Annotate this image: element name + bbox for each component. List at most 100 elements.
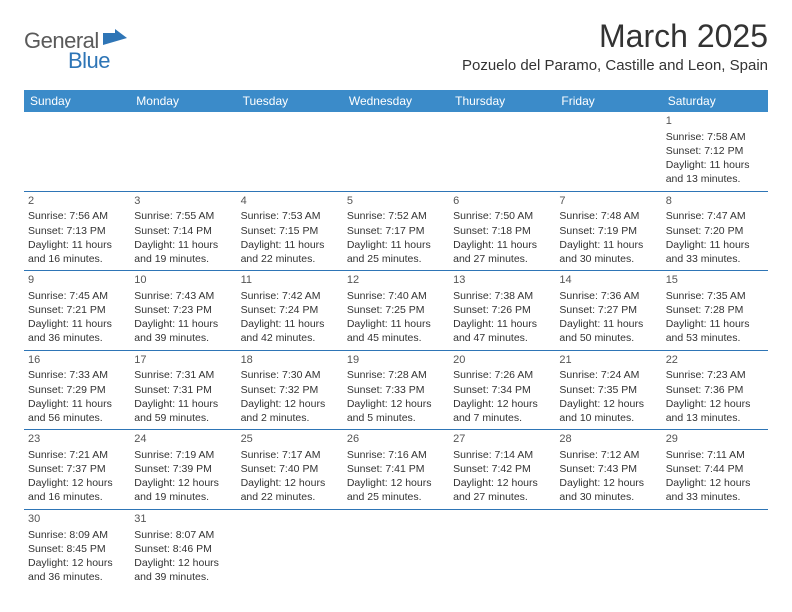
day-cell: 7Sunrise: 7:48 AMSunset: 7:19 PMDaylight… [555, 191, 661, 271]
sunset-line: Sunset: 7:19 PM [559, 224, 657, 238]
sunset-line: Sunset: 7:26 PM [453, 303, 551, 317]
sunset-line: Sunset: 7:29 PM [28, 383, 126, 397]
empty-cell [449, 112, 555, 191]
day-number: 17 [134, 353, 232, 368]
empty-cell [449, 509, 555, 588]
sunset-line: Sunset: 7:33 PM [347, 383, 445, 397]
daylight-line: Daylight: 11 hours and 42 minutes. [241, 317, 339, 345]
sunrise-line: Sunrise: 7:35 AM [666, 289, 764, 303]
day-number: 27 [453, 432, 551, 447]
day-number: 16 [28, 353, 126, 368]
sunrise-line: Sunrise: 7:31 AM [134, 368, 232, 382]
day-cell: 15Sunrise: 7:35 AMSunset: 7:28 PMDayligh… [662, 271, 768, 351]
day-cell: 19Sunrise: 7:28 AMSunset: 7:33 PMDayligh… [343, 350, 449, 430]
empty-cell [555, 112, 661, 191]
sunrise-line: Sunrise: 7:53 AM [241, 209, 339, 223]
sunset-line: Sunset: 7:14 PM [134, 224, 232, 238]
daylight-line: Daylight: 12 hours and 30 minutes. [559, 476, 657, 504]
day-number: 2 [28, 194, 126, 209]
day-cell: 3Sunrise: 7:55 AMSunset: 7:14 PMDaylight… [130, 191, 236, 271]
day-cell: 17Sunrise: 7:31 AMSunset: 7:31 PMDayligh… [130, 350, 236, 430]
day-number: 19 [347, 353, 445, 368]
sunset-line: Sunset: 7:20 PM [666, 224, 764, 238]
daylight-line: Daylight: 11 hours and 36 minutes. [28, 317, 126, 345]
sunrise-line: Sunrise: 7:40 AM [347, 289, 445, 303]
daylight-line: Daylight: 11 hours and 27 minutes. [453, 238, 551, 266]
sunset-line: Sunset: 7:32 PM [241, 383, 339, 397]
daylight-line: Daylight: 12 hours and 7 minutes. [453, 397, 551, 425]
empty-cell [343, 509, 449, 588]
weekday-sunday: Sunday [24, 90, 130, 112]
day-cell: 8Sunrise: 7:47 AMSunset: 7:20 PMDaylight… [662, 191, 768, 271]
day-cell: 30Sunrise: 8:09 AMSunset: 8:45 PMDayligh… [24, 509, 130, 588]
day-cell: 6Sunrise: 7:50 AMSunset: 7:18 PMDaylight… [449, 191, 555, 271]
sunrise-line: Sunrise: 7:52 AM [347, 209, 445, 223]
sunset-line: Sunset: 7:40 PM [241, 462, 339, 476]
calendar-row: 1Sunrise: 7:58 AMSunset: 7:12 PMDaylight… [24, 112, 768, 191]
daylight-line: Daylight: 11 hours and 56 minutes. [28, 397, 126, 425]
sunset-line: Sunset: 7:31 PM [134, 383, 232, 397]
daylight-line: Daylight: 11 hours and 33 minutes. [666, 238, 764, 266]
sunset-line: Sunset: 7:28 PM [666, 303, 764, 317]
day-cell: 4Sunrise: 7:53 AMSunset: 7:15 PMDaylight… [237, 191, 343, 271]
day-number: 23 [28, 432, 126, 447]
day-number: 10 [134, 273, 232, 288]
day-number: 5 [347, 194, 445, 209]
daylight-line: Daylight: 12 hours and 25 minutes. [347, 476, 445, 504]
day-number: 31 [134, 512, 232, 527]
daylight-line: Daylight: 11 hours and 30 minutes. [559, 238, 657, 266]
sunset-line: Sunset: 8:45 PM [28, 542, 126, 556]
weekday-saturday: Saturday [662, 90, 768, 112]
day-cell: 23Sunrise: 7:21 AMSunset: 7:37 PMDayligh… [24, 430, 130, 510]
daylight-line: Daylight: 12 hours and 5 minutes. [347, 397, 445, 425]
day-number: 12 [347, 273, 445, 288]
daylight-line: Daylight: 12 hours and 13 minutes. [666, 397, 764, 425]
sunrise-line: Sunrise: 8:07 AM [134, 528, 232, 542]
sunset-line: Sunset: 7:18 PM [453, 224, 551, 238]
sunrise-line: Sunrise: 7:21 AM [28, 448, 126, 462]
day-cell: 2Sunrise: 7:56 AMSunset: 7:13 PMDaylight… [24, 191, 130, 271]
sunrise-line: Sunrise: 7:45 AM [28, 289, 126, 303]
logo-flag-icon [103, 29, 129, 50]
day-number: 21 [559, 353, 657, 368]
weekday-header-row: Sunday Monday Tuesday Wednesday Thursday… [24, 90, 768, 112]
day-cell: 10Sunrise: 7:43 AMSunset: 7:23 PMDayligh… [130, 271, 236, 351]
day-number: 9 [28, 273, 126, 288]
day-number: 7 [559, 194, 657, 209]
sunrise-line: Sunrise: 7:48 AM [559, 209, 657, 223]
sunset-line: Sunset: 7:35 PM [559, 383, 657, 397]
sunrise-line: Sunrise: 7:16 AM [347, 448, 445, 462]
sunset-line: Sunset: 7:12 PM [666, 144, 764, 158]
day-cell: 31Sunrise: 8:07 AMSunset: 8:46 PMDayligh… [130, 509, 236, 588]
sunset-line: Sunset: 7:21 PM [28, 303, 126, 317]
sunset-line: Sunset: 7:24 PM [241, 303, 339, 317]
sunrise-line: Sunrise: 7:56 AM [28, 209, 126, 223]
daylight-line: Daylight: 11 hours and 22 minutes. [241, 238, 339, 266]
sunrise-line: Sunrise: 7:55 AM [134, 209, 232, 223]
sunrise-line: Sunrise: 7:26 AM [453, 368, 551, 382]
day-cell: 20Sunrise: 7:26 AMSunset: 7:34 PMDayligh… [449, 350, 555, 430]
day-cell: 16Sunrise: 7:33 AMSunset: 7:29 PMDayligh… [24, 350, 130, 430]
day-number: 14 [559, 273, 657, 288]
day-number: 4 [241, 194, 339, 209]
day-cell: 28Sunrise: 7:12 AMSunset: 7:43 PMDayligh… [555, 430, 661, 510]
sunrise-line: Sunrise: 7:50 AM [453, 209, 551, 223]
empty-cell [237, 509, 343, 588]
day-cell: 14Sunrise: 7:36 AMSunset: 7:27 PMDayligh… [555, 271, 661, 351]
weekday-monday: Monday [130, 90, 236, 112]
sunrise-line: Sunrise: 7:12 AM [559, 448, 657, 462]
day-cell: 18Sunrise: 7:30 AMSunset: 7:32 PMDayligh… [237, 350, 343, 430]
sunset-line: Sunset: 7:17 PM [347, 224, 445, 238]
daylight-line: Daylight: 11 hours and 45 minutes. [347, 317, 445, 345]
day-number: 6 [453, 194, 551, 209]
calendar-table: Sunday Monday Tuesday Wednesday Thursday… [24, 90, 768, 588]
day-number: 26 [347, 432, 445, 447]
sunset-line: Sunset: 7:23 PM [134, 303, 232, 317]
sunset-line: Sunset: 7:15 PM [241, 224, 339, 238]
calendar-row: 23Sunrise: 7:21 AMSunset: 7:37 PMDayligh… [24, 430, 768, 510]
day-number: 25 [241, 432, 339, 447]
weekday-wednesday: Wednesday [343, 90, 449, 112]
sunset-line: Sunset: 7:36 PM [666, 383, 764, 397]
day-number: 15 [666, 273, 764, 288]
daylight-line: Daylight: 12 hours and 10 minutes. [559, 397, 657, 425]
